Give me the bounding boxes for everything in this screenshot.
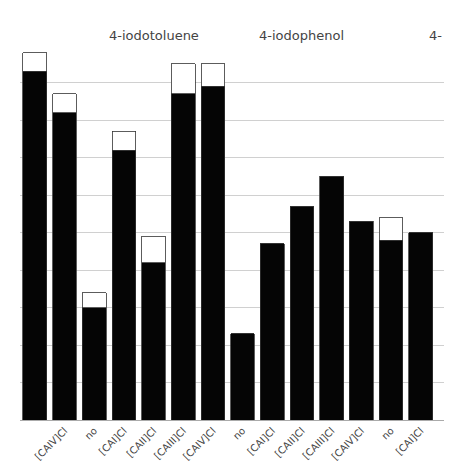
svg-text:4-iodophenol: 4-iodophenol: [259, 28, 344, 43]
svg-text:4-: 4-: [429, 28, 442, 43]
svg-text:[CAIII]Cl: [CAIII]Cl: [152, 425, 188, 461]
svg-text:no: no: [379, 425, 396, 442]
svg-text:[CAIII]Cl: [CAIII]Cl: [300, 425, 336, 461]
svg-text:[CAI]Cl: [CAI]Cl: [97, 425, 129, 457]
svg-text:no: no: [83, 425, 100, 442]
svg-text:[CAIV]Cl: [CAIV]Cl: [33, 425, 70, 462]
svg-text:[CAII]Cl: [CAII]Cl: [124, 425, 158, 459]
svg-text:4-iodotoluene: 4-iodotoluene: [109, 28, 199, 43]
svg-text:no: no: [231, 425, 248, 442]
svg-text:[CAI]Cl: [CAI]Cl: [245, 425, 277, 457]
svg-text:[CAII]Cl: [CAII]Cl: [273, 425, 307, 459]
svg-text:[CAI]Cl: [CAI]Cl: [394, 425, 426, 457]
svg-text:[CAIV]Cl: [CAIV]Cl: [329, 425, 366, 462]
svg-text:[CAIV]Cl: [CAIV]Cl: [181, 425, 218, 462]
